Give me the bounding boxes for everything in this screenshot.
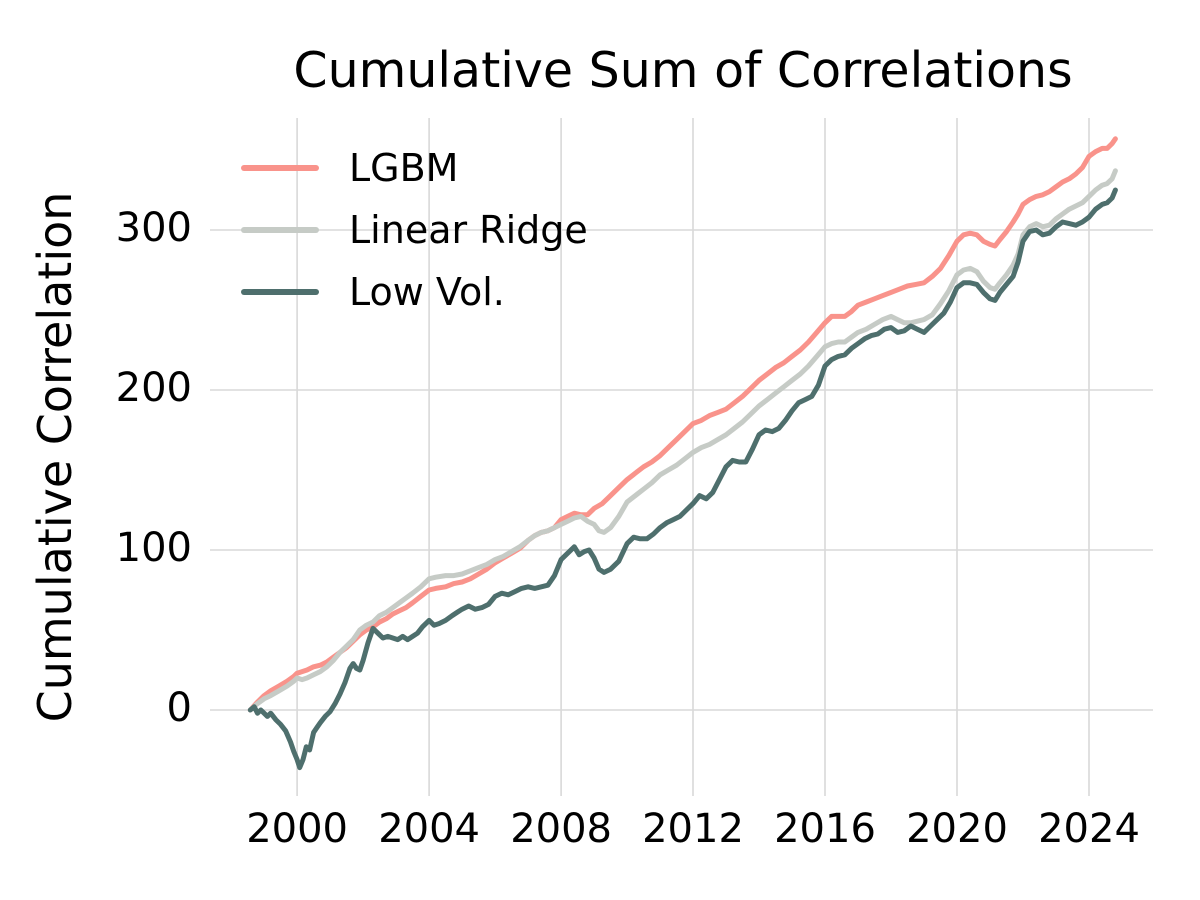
gridlines [210, 118, 1153, 796]
legend-label: Linear Ridge [349, 208, 588, 252]
x-tick-label: 2000 [246, 806, 348, 852]
legend-label: LGBM [349, 146, 459, 190]
series-line-lgbm [247, 136, 1118, 713]
y-tick-label: 0 [166, 685, 192, 732]
series-line-linear-ridge [247, 168, 1118, 713]
y-tick-label: 300 [115, 205, 192, 252]
legend-item: Linear Ridge [241, 199, 588, 261]
x-tick-label: 2008 [510, 806, 612, 852]
x-tick-label: 2012 [642, 806, 744, 852]
x-tick-label: 2024 [1038, 806, 1140, 852]
legend-swatch [241, 227, 319, 233]
legend-item: Low Vol. [241, 261, 588, 323]
legend-item: LGBM [241, 137, 588, 199]
x-tick-label: 2020 [906, 806, 1008, 852]
y-tick-label: 100 [115, 525, 192, 572]
chart-title: Cumulative Sum of Correlations [293, 42, 1073, 99]
legend-label: Low Vol. [349, 270, 505, 314]
series-line-low-vol [247, 187, 1118, 771]
y-tick-label: 200 [115, 365, 192, 412]
x-tick-label: 2004 [378, 806, 480, 852]
legend-swatch [241, 165, 319, 171]
legend-swatch [241, 289, 319, 295]
x-tick-label: 2016 [774, 806, 876, 852]
legend: LGBM Linear Ridge Low Vol. [241, 137, 588, 323]
